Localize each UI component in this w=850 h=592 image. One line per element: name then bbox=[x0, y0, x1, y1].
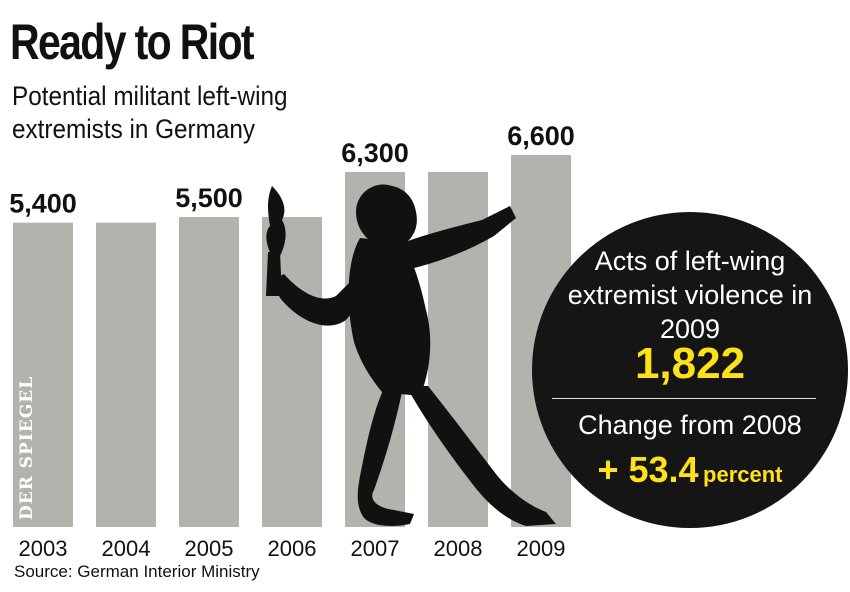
bar-2005 bbox=[179, 217, 239, 527]
silhouette-part-6 bbox=[357, 388, 414, 526]
acts-label: Acts of left-wing extremist violence in … bbox=[567, 246, 813, 344]
x-tick-2003: 2003 bbox=[19, 536, 68, 561]
data-label-2009: 6,600 bbox=[507, 121, 575, 151]
rioter-silhouette bbox=[266, 184, 556, 526]
silhouette-part-4 bbox=[348, 238, 431, 396]
chart-title: Ready to Riot bbox=[10, 14, 255, 70]
bar-2004 bbox=[96, 222, 156, 528]
x-tick-2004: 2004 bbox=[102, 536, 151, 561]
silhouette-part-5 bbox=[400, 206, 516, 268]
silhouette-part-0 bbox=[266, 186, 286, 256]
data-label-2005: 5,500 bbox=[175, 183, 243, 213]
x-tick-2006: 2006 bbox=[268, 536, 317, 561]
x-tick-2008: 2008 bbox=[434, 536, 483, 561]
change-unit: percent bbox=[703, 462, 783, 487]
bar-2003 bbox=[13, 222, 73, 528]
change-value: + 53.4 percent bbox=[532, 448, 848, 500]
silhouette-part-2 bbox=[272, 274, 366, 326]
data-label-2007: 6,300 bbox=[341, 138, 409, 168]
circle-divider bbox=[552, 398, 816, 399]
chart-subtitle: Potential militant left-wing extremists … bbox=[12, 81, 288, 144]
change-label: Change from 2008 bbox=[578, 410, 802, 440]
acts-value: 1,822 bbox=[634, 339, 746, 388]
x-tick-2007: 2007 bbox=[351, 536, 400, 561]
source-note: Source: German Interior Ministry bbox=[14, 562, 260, 581]
x-tick-2009: 2009 bbox=[517, 536, 566, 561]
silhouette-part-7 bbox=[406, 386, 556, 526]
violence-info-circle: Acts of left-wing extremist violence in … bbox=[532, 212, 848, 528]
der-spiegel-watermark: DER SPIEGEL bbox=[17, 375, 37, 520]
x-tick-2005: 2005 bbox=[185, 536, 234, 561]
data-label-2003: 5,400 bbox=[9, 189, 77, 219]
change-number: + 53.4 bbox=[597, 449, 699, 490]
silhouette-part-3 bbox=[356, 184, 417, 248]
